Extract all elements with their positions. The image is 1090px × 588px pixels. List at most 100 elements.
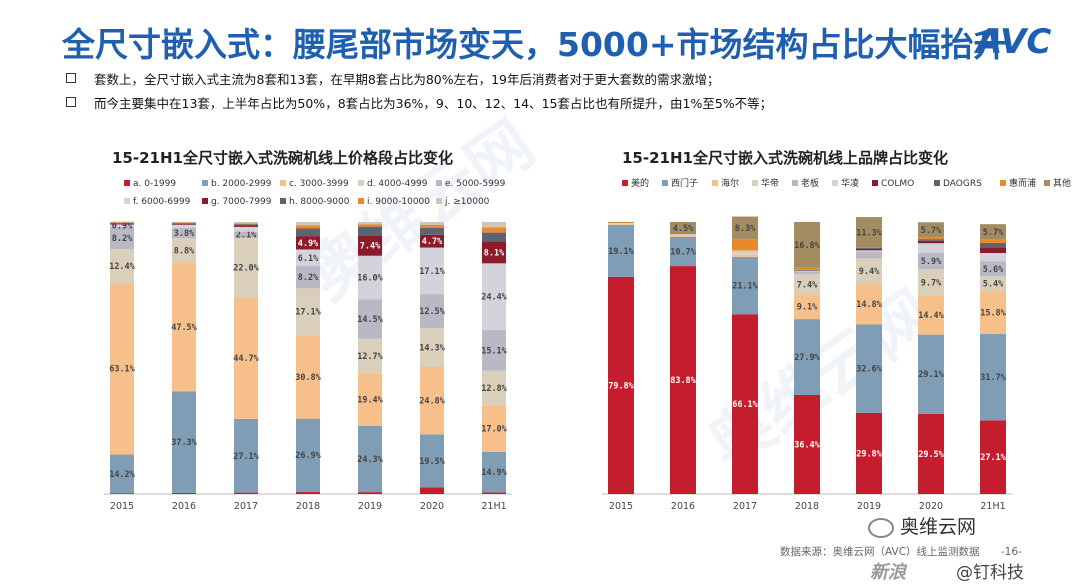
bar-segment [234,224,258,226]
legend-swatch [436,198,442,204]
bar-segment [296,418,320,492]
bar-segment [358,492,382,494]
bar-segment [918,240,944,244]
legend-swatch [124,180,130,186]
page-title: 全尺寸嵌入式：腰尾部市场变天，5000+市场结构占比大幅抬升 [62,25,1007,64]
legend-swatch [792,180,798,186]
data-label: 2.1% [236,231,257,241]
bar-segment [482,241,506,264]
category-label: 2019 [358,501,382,512]
bar-segment [296,249,320,267]
legend-label: 海尔 [721,177,739,189]
wechat-icon [868,517,894,538]
category-label: 21H1 [481,501,506,512]
data-label: 5.9% [921,257,942,267]
data-label: 5.4% [983,280,1004,290]
data-label: 7.4% [797,280,818,290]
legend-label: j. ≥10000 [444,197,490,207]
legend-label: a. 0-1999 [133,179,176,189]
bar-segment [234,418,258,493]
legend-swatch [832,180,838,186]
legend-swatch [358,180,364,186]
data-label: 3.8% [174,229,195,239]
data-label: 5.7% [921,226,942,236]
bar-segment [732,251,758,255]
bar-segment [794,270,820,272]
bar-segment [608,224,634,277]
data-label: 66.1% [732,400,758,410]
bar-segment [670,235,696,237]
data-label: 4.9% [298,239,319,249]
bar-segment [856,248,882,251]
bar-segment [172,227,196,239]
bar-segment [980,420,1006,494]
bar-segment [794,319,820,395]
data-label: 9.1% [797,303,818,313]
data-label: 21.1% [732,282,758,292]
bar-segment [172,222,196,224]
bar-segment [420,328,444,367]
data-label: 8.2% [298,273,319,283]
data-label: 12.5% [419,307,445,317]
data-label: 0.9% [112,222,133,232]
category-label: 2016 [172,501,196,512]
bar-segment [980,253,1006,262]
bar-segment [794,394,820,494]
category-label: 2020 [420,501,444,512]
data-label: 17.1% [419,267,445,277]
bar-segment [110,224,134,227]
bar-segment [110,282,134,455]
bullet-text: 套数上，全尺寸嵌入式主流为8套和13套，在早期8套占比为80%左右，19年后消费… [94,71,720,87]
legend-label: 华凌 [841,177,859,189]
bar-segment [856,250,882,252]
bullet-item: 套数上，全尺寸嵌入式主流为8套和13套，在早期8套占比为80%左右，19年后消费… [66,66,772,90]
price-chart-title: 15-21H1全尺寸嵌入式洗碗机线上价格段占比变化 [112,149,453,167]
data-label: 16.8% [794,241,820,251]
bar-segment [110,454,134,494]
data-label: 15.1% [481,346,507,356]
legend-swatch [358,198,364,204]
bullet-item: 而今主要集中在13套，上半年占比为50%，8套占比为36%，9、10、12、14… [66,90,772,114]
data-label: 12.7% [357,352,383,362]
bar-segment [732,256,758,315]
bar-segment [110,221,134,223]
bullet-square-icon [66,97,76,107]
bar-segment [856,258,882,285]
bar-segment [482,370,506,406]
legend-swatch [872,180,878,186]
bar-segment [794,274,820,295]
bar-segment [732,250,758,252]
data-label: 37.3% [171,438,197,448]
bar-segment [110,222,134,223]
bar-segment [358,255,382,300]
bar-segment [732,239,758,251]
bar-segment [110,222,134,224]
data-label: 17.1% [295,308,321,318]
data-label: 7.4% [360,242,381,252]
avc-logo: AVC [976,22,1052,62]
bar-segment [420,222,444,225]
wechat-text: 奥维云网 [900,516,977,538]
legend-label: 老板 [801,177,819,189]
legend-swatch [1000,180,1006,186]
legend-label: b. 2000-2999 [211,179,272,189]
bar-segment [608,223,634,225]
bar-segment [670,222,696,235]
data-label: 12.4% [109,262,135,272]
category-label: 2018 [296,501,320,512]
bar-segment [172,223,196,225]
data-label: 47.5% [171,323,197,333]
data-label: 26.9% [295,451,321,461]
bar-segment [918,222,944,238]
data-label: 32.6% [856,365,882,375]
bar-segment [358,235,382,256]
bar-segment [856,251,882,259]
legend-swatch [436,180,442,186]
legend-label: d. 4000-4999 [367,179,428,189]
data-label: 24.3% [357,455,383,465]
legend-label: 惠而浦 [1009,177,1036,189]
category-label: 2017 [733,501,757,512]
bar-segment [980,224,1006,240]
legend-label: COLMO [881,179,914,189]
bar-segment [918,269,944,296]
